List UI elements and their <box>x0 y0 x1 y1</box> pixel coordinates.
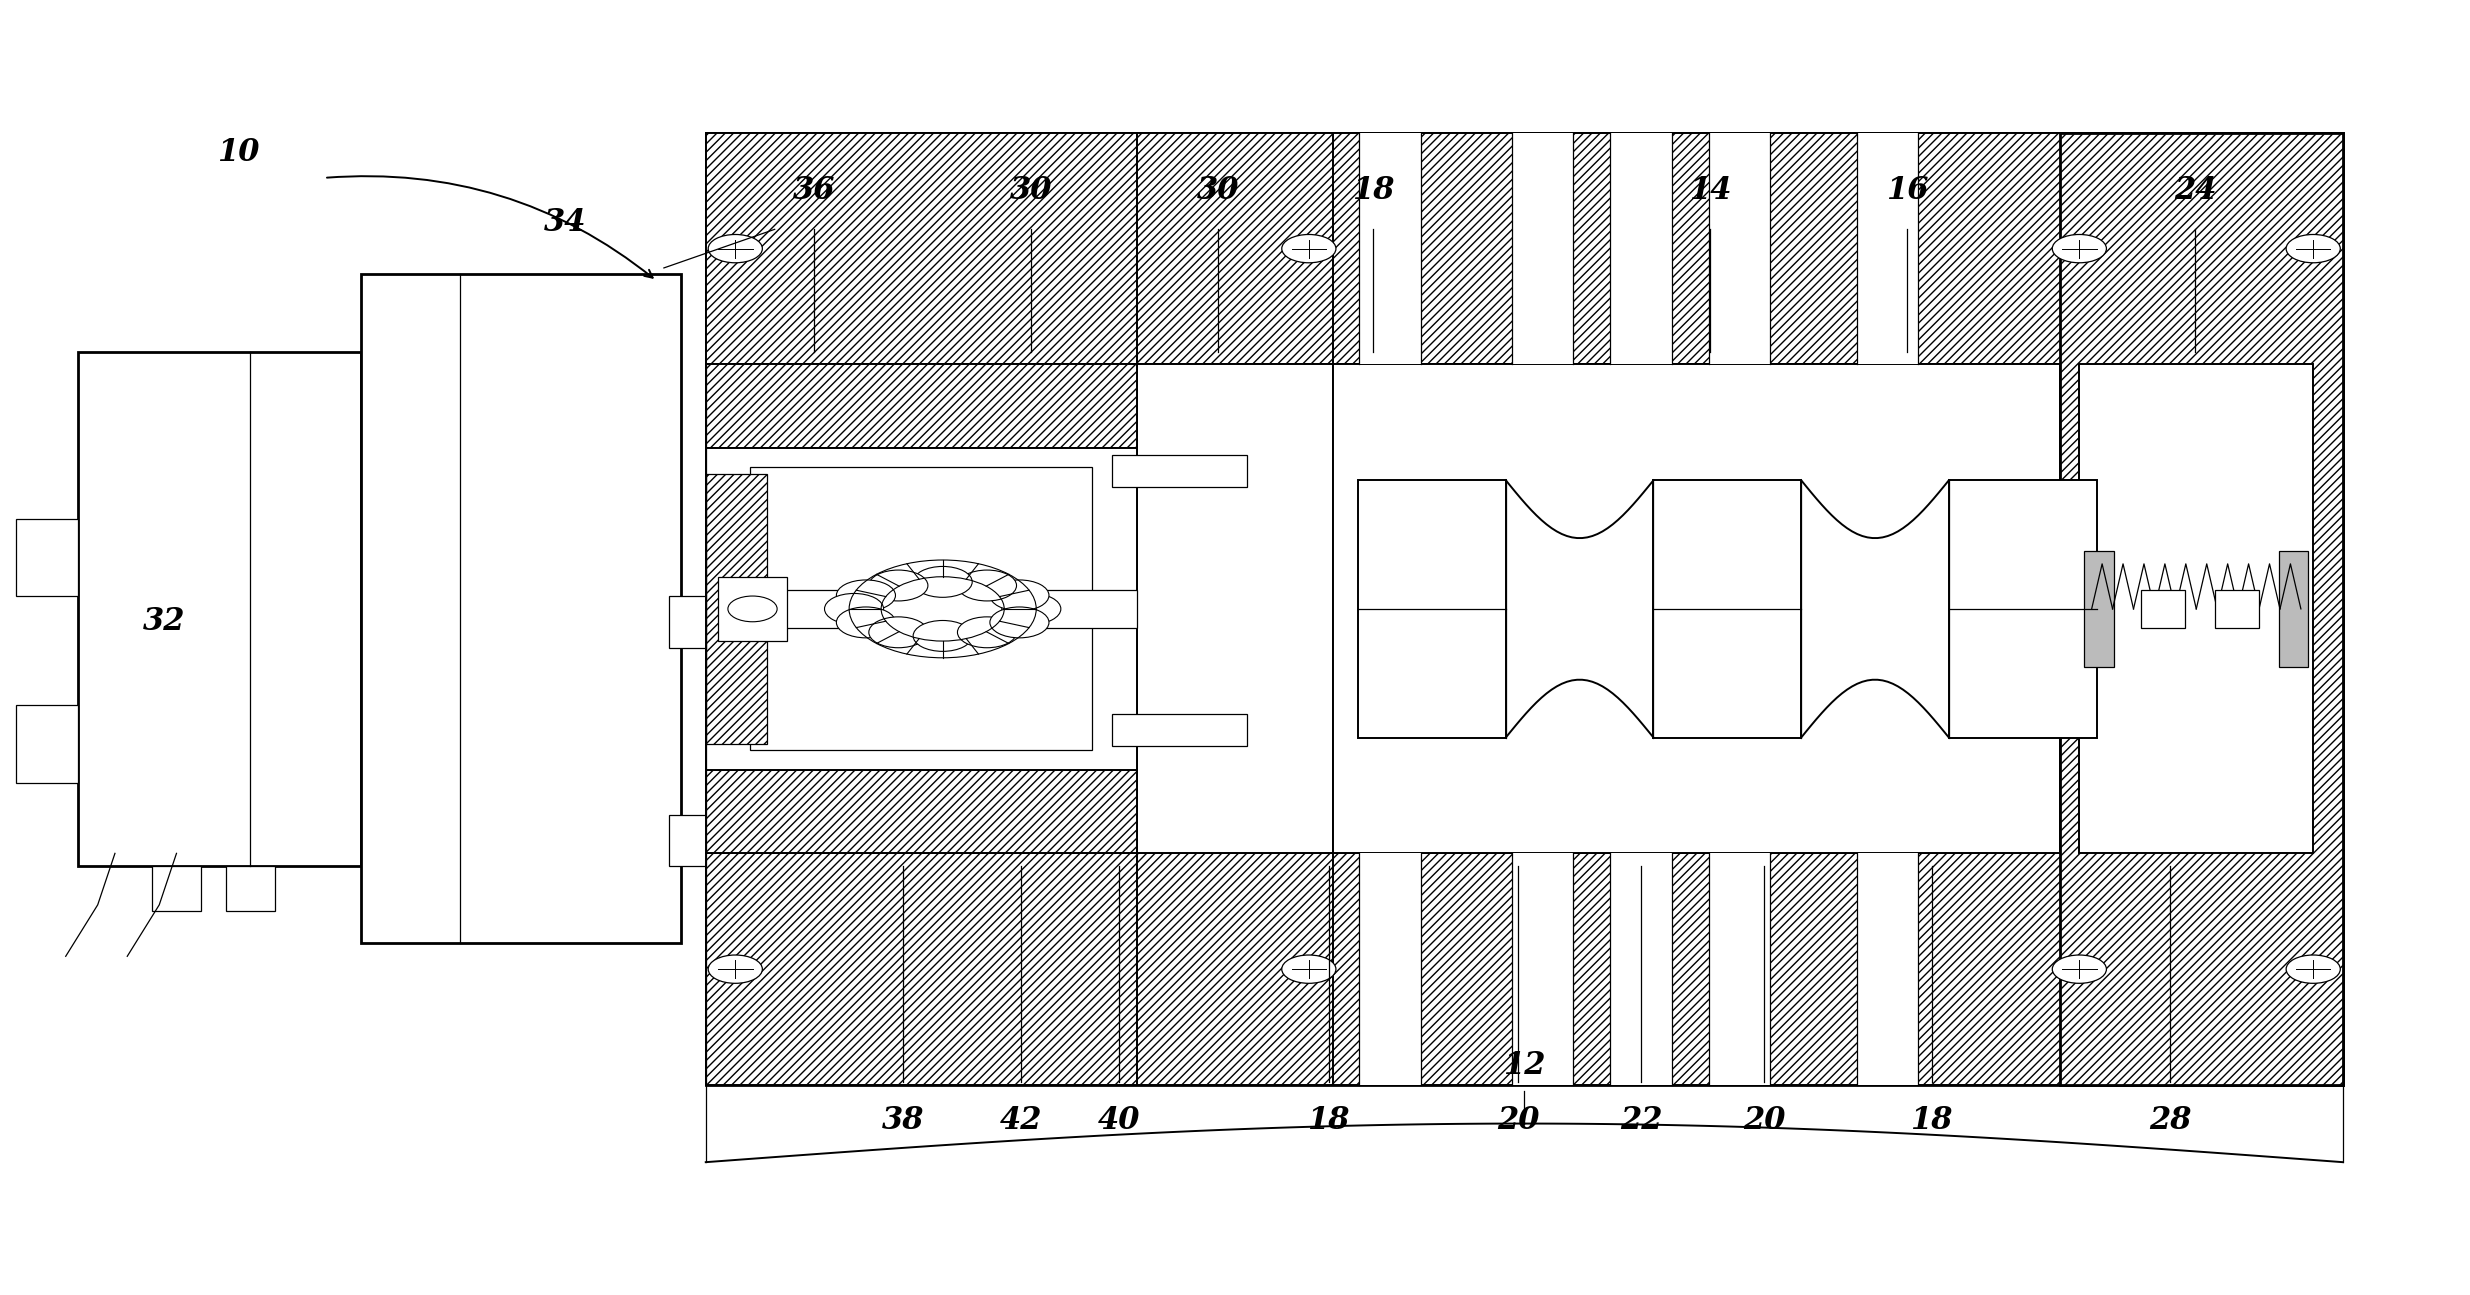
Bar <box>1610 853 1672 1085</box>
Bar <box>79 351 361 866</box>
Bar <box>706 853 2342 1085</box>
Text: 34: 34 <box>543 207 588 238</box>
Text: 20: 20 <box>1744 1106 1786 1137</box>
Text: 38: 38 <box>882 1106 924 1137</box>
Bar <box>768 589 1136 628</box>
Bar <box>1512 133 1573 364</box>
Text: 18: 18 <box>1909 1106 1954 1137</box>
Circle shape <box>1282 954 1336 983</box>
Text: 12: 12 <box>1504 1050 1546 1081</box>
Text: 20: 20 <box>1497 1106 1539 1137</box>
Bar <box>17 519 79 596</box>
Bar <box>1358 853 1420 1085</box>
Bar <box>706 364 1136 448</box>
Circle shape <box>2287 954 2339 983</box>
Circle shape <box>869 570 929 601</box>
Bar <box>706 133 2342 1085</box>
Circle shape <box>2287 234 2339 263</box>
Circle shape <box>958 616 1018 648</box>
Text: 22: 22 <box>1620 1106 1662 1137</box>
Bar <box>1112 455 1247 487</box>
Circle shape <box>709 954 763 983</box>
Bar <box>706 769 1136 853</box>
Bar <box>1136 133 1334 364</box>
Text: 42: 42 <box>1000 1106 1042 1137</box>
Circle shape <box>914 566 973 597</box>
Text: 40: 40 <box>1099 1106 1141 1137</box>
Bar <box>1857 853 1919 1085</box>
Bar <box>17 706 79 782</box>
Bar <box>1709 133 1771 364</box>
Bar <box>1136 364 1334 853</box>
Circle shape <box>837 607 897 638</box>
Circle shape <box>2053 234 2107 263</box>
Circle shape <box>990 580 1050 611</box>
Bar <box>225 866 274 912</box>
Text: 32: 32 <box>143 606 185 637</box>
Circle shape <box>869 616 929 648</box>
Text: 30: 30 <box>1010 175 1052 206</box>
Bar <box>2141 589 2186 628</box>
Circle shape <box>914 620 973 651</box>
Text: 14: 14 <box>1689 175 1731 206</box>
Bar <box>2216 589 2260 628</box>
Circle shape <box>1282 234 1336 263</box>
Bar <box>706 133 2342 364</box>
Bar <box>1709 853 1771 1085</box>
Text: 24: 24 <box>2174 175 2216 206</box>
Bar <box>1334 364 2060 853</box>
Text: 16: 16 <box>1885 175 1929 206</box>
Bar <box>361 275 682 944</box>
Bar <box>1949 480 2097 738</box>
Circle shape <box>837 580 897 611</box>
Bar <box>1112 714 1247 746</box>
Bar <box>669 596 706 648</box>
Bar <box>151 866 200 912</box>
Bar <box>2280 550 2309 667</box>
Circle shape <box>1003 593 1060 624</box>
Text: 18: 18 <box>1351 175 1393 206</box>
Bar <box>1652 480 1801 738</box>
Bar <box>2060 133 2342 1085</box>
Bar <box>751 467 1092 750</box>
Bar <box>706 474 768 745</box>
Bar <box>1610 133 1672 364</box>
Bar <box>1358 133 1420 364</box>
Bar <box>2080 364 2314 853</box>
Circle shape <box>825 593 884 624</box>
Bar <box>1857 133 1919 364</box>
Bar <box>669 815 706 866</box>
Bar <box>1358 480 1507 738</box>
Circle shape <box>990 607 1050 638</box>
Text: 18: 18 <box>1307 1106 1349 1137</box>
Bar <box>706 448 1136 769</box>
Bar <box>2085 550 2114 667</box>
Circle shape <box>958 570 1018 601</box>
Bar <box>719 576 788 641</box>
Bar <box>1512 853 1573 1085</box>
Bar <box>1136 853 1334 1085</box>
Text: 10: 10 <box>217 137 259 167</box>
Text: 28: 28 <box>2149 1106 2191 1137</box>
Text: 36: 36 <box>793 175 835 206</box>
Circle shape <box>2053 954 2107 983</box>
Circle shape <box>709 234 763 263</box>
Text: 30: 30 <box>1195 175 1240 206</box>
